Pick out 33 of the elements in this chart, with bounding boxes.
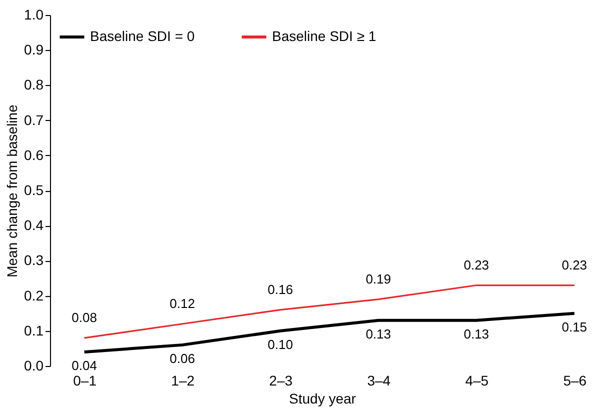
data-label: 0.19 [366,271,392,286]
x-tick-label: 4–5 [465,372,489,388]
data-label: 0.15 [562,319,588,334]
y-tick-label: 0.7 [24,112,44,128]
data-label: 0.10 [268,336,293,352]
data-label: 0.12 [170,296,195,311]
y-tick-label: 0.2 [24,287,44,304]
y-tick-label: 0.0 [24,358,44,374]
y-axis-title: Mean change from baseline [4,104,20,278]
data-label: 0.08 [72,310,97,325]
x-tick-label: 5–6 [563,372,587,388]
data-label: 0.23 [464,257,490,272]
data-label: 0.06 [170,350,195,366]
data-label: 0.04 [72,358,97,373]
x-tick-label: 0–1 [73,372,97,388]
x-tick-label: 1–2 [171,372,195,388]
y-tick-label: 0.3 [24,252,44,268]
y-tick-label: 0.9 [24,42,44,58]
legend-label: Baseline SDI ≥ 1 [272,28,376,44]
y-tick-label: 0.8 [24,76,44,93]
y-tick-label: 0.6 [24,146,44,163]
y-tick-label: 0.4 [24,217,44,234]
y-tick-label: 1.0 [24,6,44,22]
y-tick-label: 0.5 [24,182,44,198]
x-tick-label: 2–3 [269,372,293,388]
y-tick-label: 0.1 [24,322,44,338]
x-tick-label: 3–4 [367,372,391,388]
x-axis-title: Study year [289,390,356,406]
data-label: 0.16 [268,282,293,297]
data-label: 0.13 [366,326,392,342]
data-label: 0.13 [464,326,490,342]
data-label: 0.23 [562,257,588,272]
legend-label: Baseline SDI = 0 [90,28,195,44]
